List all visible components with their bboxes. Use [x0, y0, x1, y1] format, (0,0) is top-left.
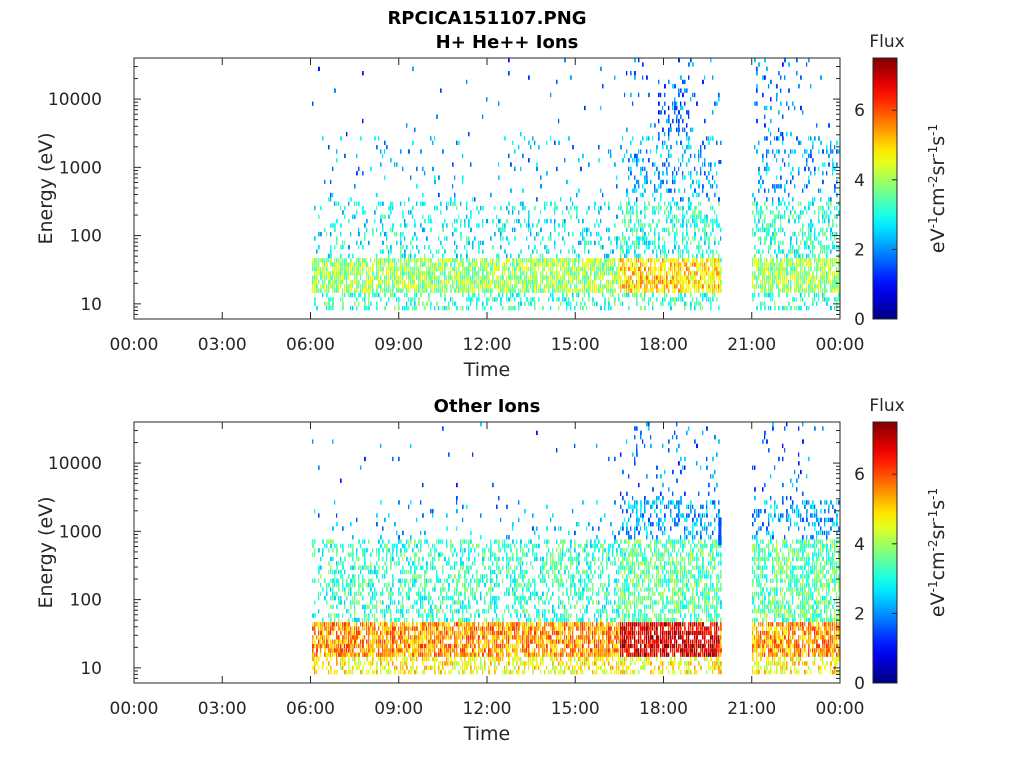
panel-title: Other Ions: [434, 396, 541, 417]
x-tick-label: 09:00: [374, 699, 423, 719]
y-tick-label: 10: [80, 659, 102, 679]
colorbar-tick-label: 6: [854, 465, 865, 485]
x-tick-label: 00:00: [110, 335, 159, 355]
y-tick-label: 1000: [59, 158, 102, 178]
x-tick-label: 12:00: [463, 699, 512, 719]
x-tick-label: 18:00: [639, 335, 688, 355]
x-tick-label: 21:00: [727, 699, 776, 719]
colorbar-unit-label: eV-1cm-2sr-1s-1: [926, 124, 949, 253]
x-tick-label: 15:00: [551, 699, 600, 719]
x-tick-label: 03:00: [198, 699, 247, 719]
y-tick-label: 10000: [48, 90, 102, 110]
colorbar-gradient: [872, 57, 898, 320]
y-axis-label: Energy (eV): [35, 496, 57, 608]
colorbar: 0 2 4 6 Flux eV-1cm-2sr-1s-1: [854, 396, 949, 694]
x-axis-label: Time: [463, 359, 511, 381]
colorbar-title: Flux: [869, 32, 904, 52]
figure-title: RPCICA151107.PNG: [387, 8, 586, 29]
colorbar-tick-label: 2: [854, 604, 865, 624]
colorbar-tick-label: 6: [854, 101, 865, 121]
x-tick-label: 21:00: [727, 335, 776, 355]
y-tick-label: 10: [80, 295, 102, 315]
x-tick-label: 18:00: [639, 699, 688, 719]
panel-title: H+ He++ Ions: [436, 32, 579, 53]
spectrogram: [312, 58, 840, 311]
panel-1: H+ He++ Ions 00:00 03:00 06:00 09:00 12:00 15:…: [35, 32, 949, 381]
colorbar-title: Flux: [869, 396, 904, 416]
y-tick-label: 100: [70, 591, 102, 611]
x-axis-label: Time: [463, 723, 511, 745]
x-tick-label: 06:00: [286, 335, 335, 355]
y-tick-label: 1000: [59, 522, 102, 542]
y-tick-label: 100: [70, 227, 102, 247]
x-tick-label: 00:00: [816, 699, 865, 719]
colorbar-unit-label: eV-1cm-2sr-1s-1: [926, 488, 949, 617]
x-tick-label: 00:00: [816, 335, 865, 355]
x-tick-label: 09:00: [374, 335, 423, 355]
colorbar-tick-label: 0: [854, 310, 865, 330]
colorbar-tick-label: 4: [854, 535, 865, 555]
spectrogram: [312, 422, 840, 675]
marker-point: [718, 159, 722, 164]
y-tick-label: 10000: [48, 454, 102, 474]
x-tick-label: 00:00: [110, 699, 159, 719]
panel-2: Other Ions 00:00 03:00 06:00 09:00 12:00 15:00…: [35, 396, 949, 745]
y-axis-label: Energy (eV): [35, 132, 57, 244]
colorbar-tick-label: 0: [854, 674, 865, 694]
x-tick-label: 12:00: [463, 335, 512, 355]
x-tick-label: 06:00: [286, 699, 335, 719]
marker-point: [718, 517, 722, 546]
colorbar-tick-label: 2: [854, 240, 865, 260]
colorbar-tick-label: 4: [854, 171, 865, 191]
colorbar-gradient: [872, 421, 898, 684]
x-tick-label: 03:00: [198, 335, 247, 355]
colorbar: 0 2 4 6 Flux eV-1cm-2sr-1s-1: [854, 32, 949, 330]
x-tick-label: 15:00: [551, 335, 600, 355]
